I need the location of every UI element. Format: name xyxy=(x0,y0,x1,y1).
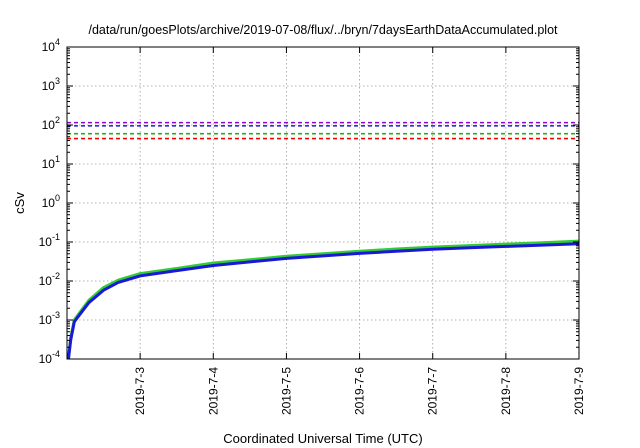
y-tick-label: 10-1 xyxy=(39,232,60,249)
y-tick-label-exponent: 2 xyxy=(55,115,60,125)
y-tick-label: 104 xyxy=(42,37,60,54)
y-tick-label-base: 10 xyxy=(42,196,56,210)
y-tick-label: 10-2 xyxy=(39,271,60,288)
x-tick-labels: 2019-7-3 2019-7-4 2019-7-5 2019-7-6 2019-7-7… xyxy=(133,367,586,415)
x-tick-label: 2019-7-6 xyxy=(353,367,367,415)
y-tick-label: 103 xyxy=(42,76,60,93)
grid-lines xyxy=(67,47,579,359)
threshold-lines xyxy=(67,121,579,140)
x-tick-label: 2019-7-8 xyxy=(499,367,513,415)
y-tick-label-base: 10 xyxy=(42,79,56,93)
y-tick-label-base: 10 xyxy=(42,40,56,54)
x-axis-label: Coordinated Universal Time (UTC) xyxy=(223,431,422,446)
y-tick-label-exponent: -4 xyxy=(52,349,60,359)
y-tick-label-exponent: -1 xyxy=(52,232,60,242)
x-tick-label: 2019-7-5 xyxy=(279,367,293,415)
y-tick-label-base: 10 xyxy=(39,235,53,249)
x-tick-label: 2019-7-7 xyxy=(426,367,440,415)
y-tick-label-base: 10 xyxy=(39,313,53,327)
x-tick-label: 2019-7-3 xyxy=(133,367,147,415)
y-tick-label: 10-4 xyxy=(39,349,60,366)
series-line xyxy=(66,242,580,360)
y-tick-label-exponent: 0 xyxy=(55,193,60,203)
y-tick-label: 101 xyxy=(42,154,60,171)
x-tick-label: 2019-7-9 xyxy=(572,367,586,415)
y-tick-label-exponent: -2 xyxy=(52,271,60,281)
y-tick-label-base: 10 xyxy=(42,118,56,132)
y-tick-label-base: 10 xyxy=(39,274,53,288)
y-tick-label: 102 xyxy=(42,115,60,132)
axis-ticks xyxy=(67,46,580,360)
chart-title: /data/run/goesPlots/archive/2019-07-08/f… xyxy=(88,23,558,37)
data-series xyxy=(66,239,580,360)
y-tick-label: 10-3 xyxy=(39,310,60,327)
y-tick-label-exponent: 4 xyxy=(55,37,60,47)
y-tick-label-exponent: -3 xyxy=(52,310,60,320)
x-tick-label: 2019-7-4 xyxy=(206,367,220,415)
y-tick-label-exponent: 3 xyxy=(55,76,60,86)
y-tick-label-exponent: 1 xyxy=(55,154,60,164)
y-tick-label: 100 xyxy=(42,193,60,210)
y-tick-label-base: 10 xyxy=(39,352,53,366)
y-tick-label-base: 10 xyxy=(42,157,56,171)
series-line xyxy=(66,239,580,360)
y-axis-label: cSv xyxy=(12,192,27,214)
